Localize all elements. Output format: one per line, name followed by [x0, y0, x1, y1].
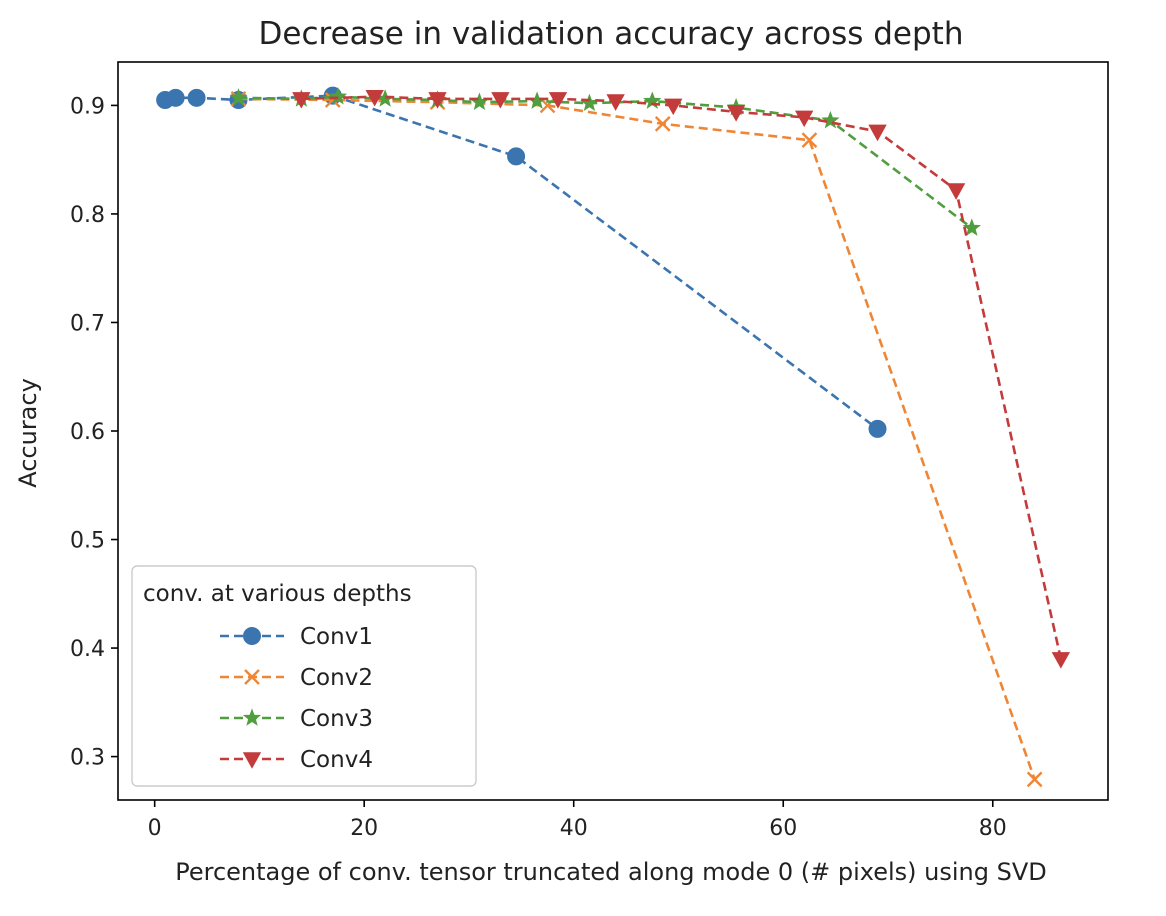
legend-title: conv. at various depths [143, 581, 412, 607]
data-point-conv3 [580, 93, 599, 112]
chart-title: Decrease in validation accuracy across d… [259, 16, 964, 52]
data-point-conv3 [643, 91, 662, 109]
data-point-conv2 [801, 132, 818, 148]
series-conv4 [292, 89, 1071, 669]
series-line-conv1 [164, 94, 879, 430]
legend-label: Conv4 [300, 747, 373, 773]
data-point-conv1 [187, 88, 206, 107]
data-point-conv4 [946, 183, 966, 200]
x-axis-label: Percentage of conv. tensor truncated alo… [175, 858, 1047, 886]
y-tick-label: 0.5 [70, 529, 105, 554]
legend-label: Conv1 [300, 624, 373, 650]
legend-marker [244, 669, 260, 685]
data-point-conv4 [795, 110, 814, 128]
series-line-conv4 [301, 95, 1063, 660]
legend-marker [243, 627, 261, 645]
data-point-conv2 [1026, 771, 1043, 788]
series-layer [156, 86, 1071, 788]
y-tick-label: 0.8 [70, 203, 105, 228]
x-tick-label: 80 [979, 816, 1007, 841]
data-point-conv4 [365, 89, 384, 107]
y-tick-label: 0.3 [70, 746, 105, 771]
data-point-conv4 [606, 94, 625, 111]
series-line-conv3 [238, 95, 973, 230]
data-point-conv4 [1051, 652, 1071, 669]
data-point-conv4 [664, 98, 683, 116]
data-point-conv3 [328, 87, 348, 105]
data-point-conv1 [868, 419, 887, 438]
x-axis-ticks: 0 20 40 60 80 [148, 800, 1007, 841]
legend-item-conv4: Conv4 [220, 747, 373, 773]
data-point-conv3 [470, 92, 489, 110]
data-point-conv1 [507, 147, 526, 166]
legend-label: Conv2 [300, 665, 373, 691]
legend-marker [242, 708, 262, 726]
y-tick-label: 0.9 [70, 94, 105, 119]
data-point-conv4 [428, 92, 447, 109]
legend-label: Conv3 [300, 706, 373, 732]
data-point-conv3 [962, 218, 981, 236]
data-point-conv3 [821, 110, 840, 129]
data-point-conv4 [726, 105, 746, 122]
y-tick-label: 0.4 [70, 637, 105, 662]
legend-item-conv1: Conv1 [220, 624, 373, 650]
y-tick-label: 0.7 [70, 311, 105, 336]
x-tick-label: 60 [769, 816, 797, 841]
data-point-conv1 [166, 88, 185, 107]
x-tick-label: 20 [350, 816, 378, 841]
data-point-conv2 [654, 116, 671, 132]
series-conv1 [156, 86, 887, 438]
y-tick-label: 0.6 [70, 420, 105, 445]
data-point-conv4 [491, 92, 510, 109]
series-conv3 [229, 87, 981, 236]
y-axis-label: Accuracy [14, 378, 42, 488]
x-tick-label: 0 [148, 816, 162, 841]
data-point-conv4 [868, 124, 887, 142]
legend-box [131, 565, 477, 787]
data-point-conv3 [229, 88, 248, 106]
data-point-conv4 [548, 92, 568, 109]
x-tick-label: 40 [560, 816, 588, 841]
legend: conv. at various depths Conv1 Conv2 Conv3 Co… [131, 565, 477, 787]
y-axis-ticks: 0.3 0.4 0.5 0.6 0.7 0.8 0.9 [70, 94, 118, 771]
legend-item-conv2: Conv2 [220, 665, 373, 691]
legend-marker [242, 752, 262, 769]
legend-item-conv3: Conv3 [220, 706, 373, 732]
data-point-conv4 [292, 92, 311, 109]
